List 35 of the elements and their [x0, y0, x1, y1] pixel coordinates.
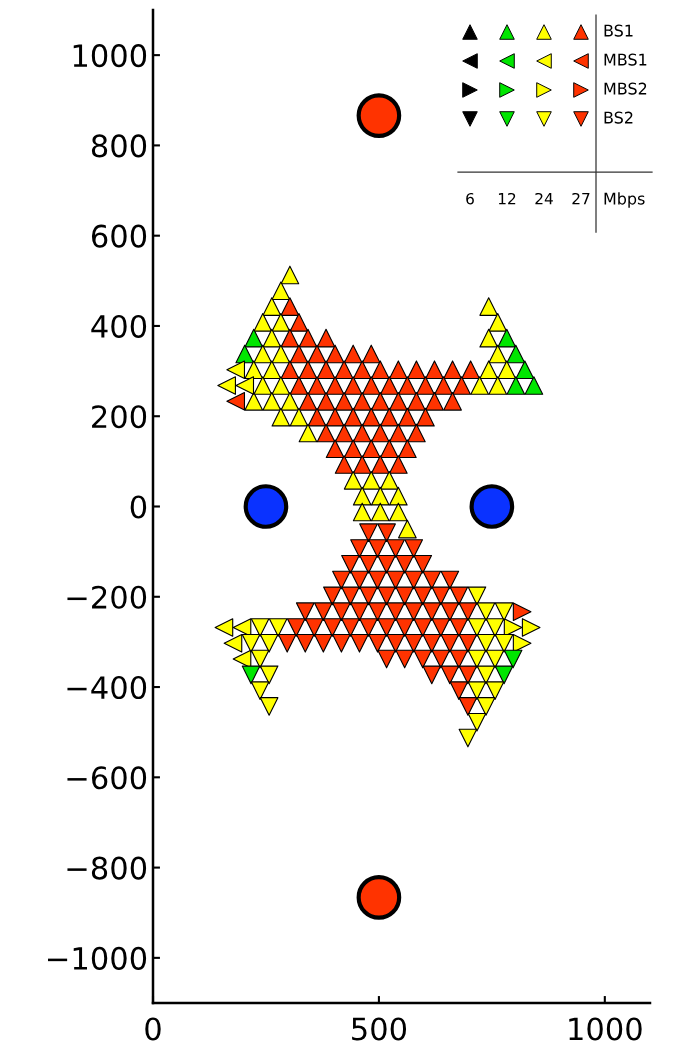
point [503, 618, 523, 637]
y-tick-label: 0 [130, 495, 147, 519]
y-tick-label: 400 [91, 314, 147, 338]
point [235, 376, 255, 395]
y-tick-label: 600 [91, 224, 147, 248]
legend-label: BS1 [604, 24, 633, 37]
point [469, 484, 515, 529]
legend-label: BS2 [604, 111, 633, 124]
annotation: 27 [572, 192, 590, 205]
y-tick-label: −1000 [48, 946, 147, 970]
point [512, 633, 532, 653]
x-tick-label: 500 [352, 1017, 407, 1041]
point [226, 360, 246, 380]
annotation: 6 [466, 192, 474, 205]
point [223, 633, 243, 653]
legend-label: MBS1 [604, 53, 647, 66]
point [356, 93, 402, 138]
y-tick-label: 200 [92, 405, 147, 429]
y-tick-label: −600 [67, 766, 147, 790]
annotation: Mbps [604, 192, 645, 208]
point [243, 484, 289, 529]
annotation: 12 [498, 192, 516, 205]
point [232, 618, 252, 637]
y-tick-label: −400 [67, 675, 147, 700]
y-tick-label: 1000 [73, 44, 147, 68]
y-tick-label: 800 [91, 134, 147, 158]
point [521, 618, 541, 637]
legend-label: MBS2 [604, 82, 647, 95]
x-tick-label: 1000 [569, 1017, 642, 1041]
y-tick-label: −800 [67, 856, 147, 880]
y-tick-label: −200 [67, 585, 147, 609]
point [214, 618, 234, 637]
annotation: 24 [535, 192, 553, 205]
point [356, 875, 402, 920]
point [217, 376, 236, 395]
